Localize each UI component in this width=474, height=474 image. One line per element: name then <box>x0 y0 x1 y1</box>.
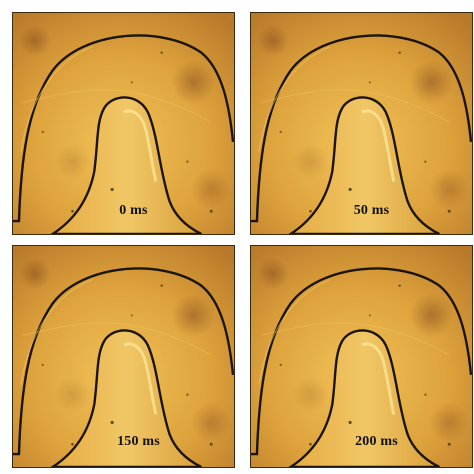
micrograph-panel-50ms: 50 ms <box>250 12 473 235</box>
channel-micrograph <box>251 246 472 467</box>
micrograph-panel-150ms: 150 ms <box>12 245 235 468</box>
channel-micrograph <box>13 246 234 467</box>
micrograph-panel-0ms: 0 ms <box>12 12 235 235</box>
channel-micrograph <box>13 13 234 234</box>
micrograph-panel-200ms: 200 ms <box>250 245 473 468</box>
channel-micrograph <box>251 13 472 234</box>
